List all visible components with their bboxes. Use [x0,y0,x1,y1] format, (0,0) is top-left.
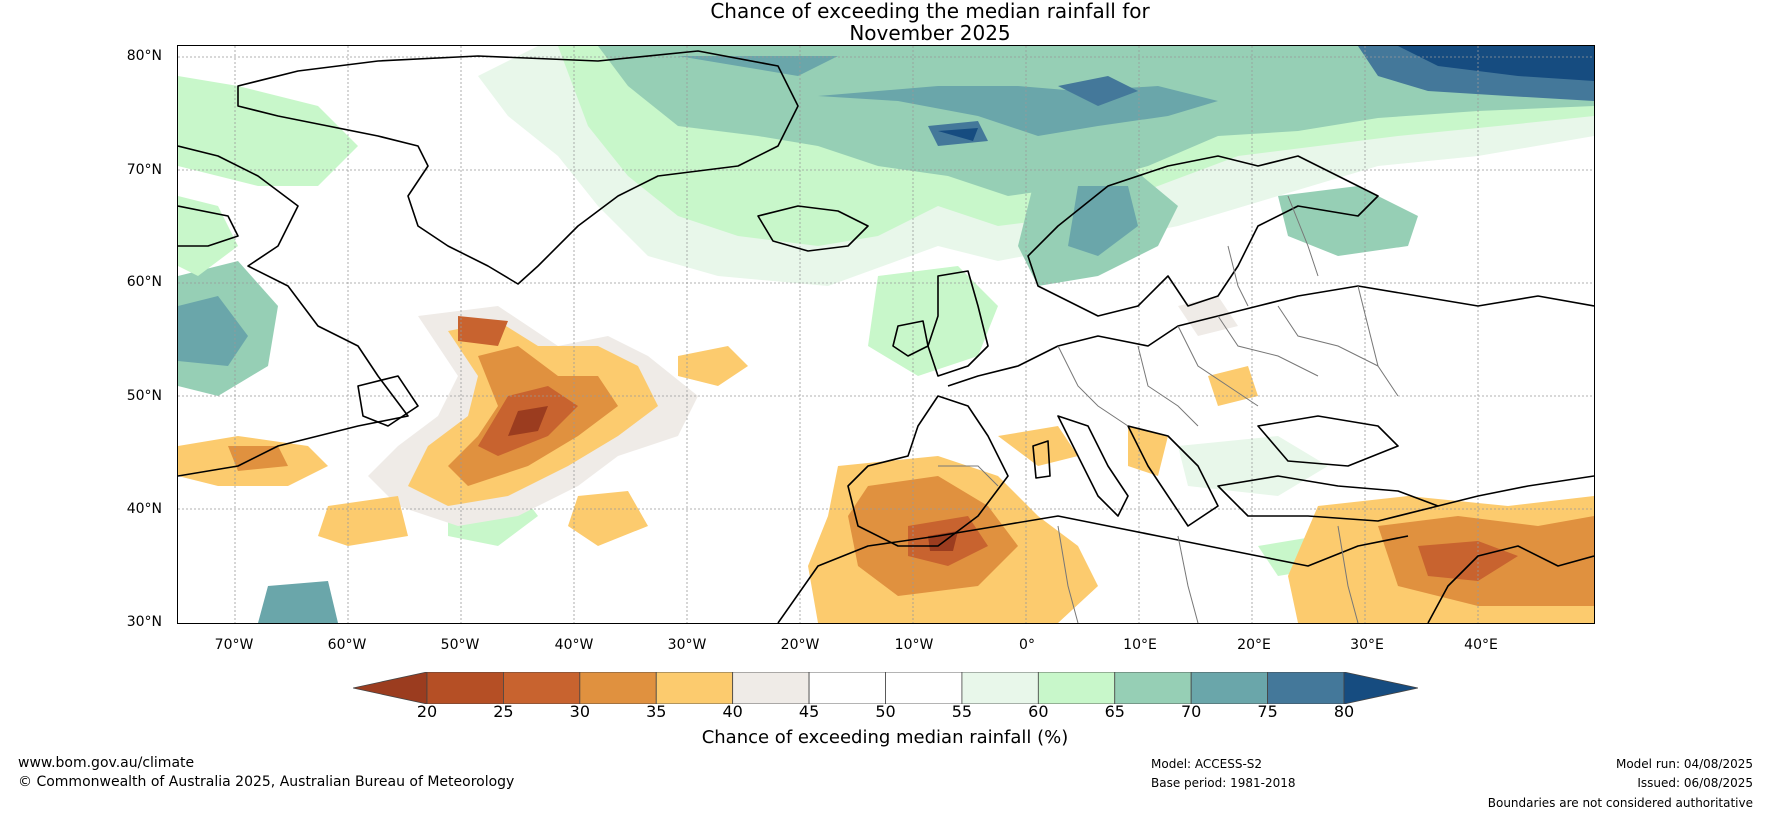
colorbar-tick-label: 55 [951,702,973,721]
model-run-info: Model run: 04/08/2025 [1615,757,1753,771]
colorbar-tick-label: 35 [646,702,667,721]
colorbar-tick-label: 70 [1180,702,1202,721]
lat-label: 80°N [126,48,162,64]
lon-label: 10°E [1123,637,1157,653]
issued-date: Issued: 06/08/2025 [1637,776,1753,790]
colorbar-segment [426,672,504,704]
model-info: Model: ACCESS-S2 [1151,757,1263,771]
colorbar-segment [655,672,734,704]
lon-label: 20°E [1237,637,1271,653]
map-canvas [178,46,1594,623]
colorbar-tick-label: 50 [875,702,896,721]
colorbar-tick-label: 45 [798,702,820,721]
colorbar-segment [1190,672,1268,704]
colorbar-tick-label: 80 [1333,702,1355,721]
map-title-line1: Chance of exceeding the median rainfall … [710,0,1150,23]
lon-label: 40°W [554,637,594,653]
colorbar-tick-label: 75 [1257,702,1278,721]
colorbar-segment [961,672,1039,704]
colorbar-arrow-low [353,672,428,704]
lat-label: 70°N [126,162,162,178]
lon-label: 0° [1019,637,1035,653]
lon-label: 10°W [894,637,934,653]
colorbar-tick-label: 65 [1104,702,1125,721]
colorbar [353,672,1418,704]
map-title: Chance of exceeding the median rainfall … [0,0,1770,44]
lon-label: 50°W [440,637,480,653]
graticule [178,46,1594,623]
lon-label: 60°W [327,637,367,653]
disclaimer: Boundaries are not considered authoritat… [1487,796,1753,810]
colorbar-segment [1267,672,1345,704]
colorbar-tick-label: 25 [493,702,514,721]
colorbar-segment [732,672,810,704]
colorbar-tick-label: 20 [416,702,438,721]
colorbar-segment [1037,672,1116,704]
rainfall-probability-map [177,45,1595,624]
lon-label: 30°W [667,637,707,653]
colorbar-segment [1114,672,1192,704]
lon-label: 70°W [214,637,254,653]
colorbar-segment [808,672,886,704]
colorbar-segment [503,672,581,704]
lat-label: 30°N [126,614,162,630]
colorbar-tick-label: 30 [569,702,591,721]
lat-label: 40°N [126,501,162,517]
colorbar-segment [579,672,657,704]
lat-label: 60°N [126,274,162,290]
copyright-text: © Commonwealth of Australia 2025, Austra… [18,774,515,790]
map-title-line2: November 2025 [849,21,1011,45]
lon-label: 40°E [1464,637,1498,653]
website-link[interactable]: www.bom.gov.au/climate [18,755,195,771]
colorbar-arrow-high [1343,672,1418,704]
lon-label: 20°W [780,637,820,653]
colorbar-tick-label: 40 [722,702,743,721]
base-period-info: Base period: 1981-2018 [1151,776,1296,790]
lon-label: 30°E [1350,637,1384,653]
colorbar-label: Chance of exceeding median rainfall (%) [701,727,1069,748]
country-borders [938,195,1399,623]
lat-label: 50°N [126,388,162,404]
colorbar-tick-label: 60 [1028,702,1049,721]
colorbar-segment [885,672,963,704]
dry-anomaly-regions [178,296,1594,623]
